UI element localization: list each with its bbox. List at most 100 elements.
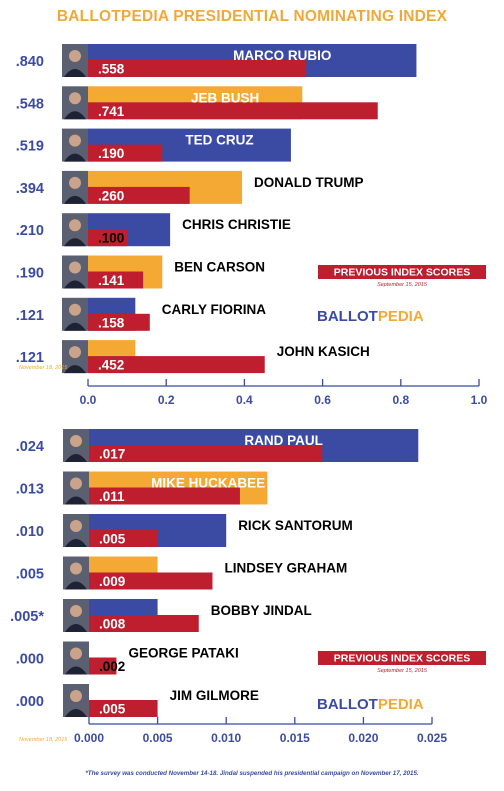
candidate-photo	[63, 684, 89, 717]
previous-index-bar	[88, 144, 163, 162]
date-note: November 18, 2015	[19, 365, 68, 371]
previous-index-bar	[88, 102, 378, 120]
candidate-name: RICK SANTORUM	[238, 518, 353, 533]
previous-index-badge	[318, 265, 486, 279]
previous-index-bar	[88, 186, 190, 204]
candidate-name: CARLY FIORINA	[162, 302, 267, 317]
previous-index-label: .558	[98, 62, 125, 77]
candidate-photo	[62, 170, 88, 204]
previous-index-label: .008	[99, 617, 126, 632]
x-axis-tick-label: 0.2	[158, 393, 175, 407]
candidate-photo	[62, 128, 88, 162]
chart-title: BALLOTPEDIA PRESIDENTIAL NOMINATING INDE…	[56, 8, 448, 25]
candidate-photo	[62, 213, 88, 247]
x-axis-tick-label: 0.010	[211, 731, 241, 745]
candidate-photo	[63, 429, 89, 462]
candidate-name: LINDSEY GRAHAM	[224, 561, 347, 576]
candidate-name: BOBBY JINDAL	[211, 603, 312, 618]
previous-index-bar	[89, 445, 323, 462]
x-axis-tick-label: 0.025	[417, 731, 447, 745]
previous-index-badge-label: PREVIOUS INDEX SCORES	[334, 653, 471, 665]
previous-index-badge-date: September 15, 2015	[377, 668, 428, 674]
candidate-photo	[63, 599, 89, 632]
candidate-name: JIM GILMORE	[170, 688, 259, 703]
previous-index-label: .017	[99, 447, 125, 462]
candidate-name: GEORGE PATAKI	[128, 646, 238, 661]
current-index-label: .394	[16, 181, 44, 197]
current-index-label: .000	[16, 652, 44, 668]
x-axis-tick-label: 0.015	[280, 731, 310, 745]
previous-index-badge-date: September 15, 2015	[377, 282, 428, 288]
candidate-name: BEN CARSON	[174, 260, 265, 275]
x-axis-tick-label: 0.020	[348, 731, 378, 745]
date-note: November 18, 2015	[19, 737, 68, 743]
candidate-photo	[63, 641, 89, 675]
previous-index-label: .005	[99, 532, 126, 547]
current-index-label: .121	[16, 308, 44, 324]
x-axis-tick-label: 0.4	[236, 393, 253, 407]
previous-index-bar	[89, 572, 213, 590]
x-axis-tick-label: 0.6	[314, 393, 331, 407]
current-index-label: .519	[16, 139, 44, 155]
previous-index-bar	[89, 487, 240, 505]
previous-index-label: .741	[98, 104, 125, 119]
previous-index-bar	[89, 615, 199, 632]
x-axis-tick-label: 0.8	[392, 393, 409, 407]
x-axis-tick-label: 0.005	[143, 731, 173, 745]
x-axis-tick-label: 0.0	[80, 393, 97, 407]
current-index-label: .840	[16, 54, 44, 70]
previous-index-label: .452	[98, 358, 124, 373]
current-index-label: .013	[16, 482, 44, 498]
current-index-label: .121	[16, 350, 44, 366]
current-index-label: .005*	[10, 609, 44, 625]
current-index-label: .010	[16, 524, 44, 540]
previous-index-bar	[89, 700, 158, 717]
current-index-label: .005	[16, 567, 44, 583]
previous-index-bar	[88, 356, 265, 374]
previous-index-label: .158	[98, 315, 125, 330]
candidate-photo	[62, 44, 88, 77]
candidate-name: DONALD TRUMP	[254, 175, 364, 190]
candidate-photo	[62, 255, 88, 289]
candidate-photo	[62, 86, 88, 120]
previous-index-badge-label: PREVIOUS INDEX SCORES	[334, 267, 471, 279]
candidate-name: JOHN KASICH	[277, 344, 370, 359]
x-axis-tick-label: 0.000	[74, 731, 104, 745]
previous-index-label: .141	[98, 273, 125, 288]
current-index-label: .548	[16, 96, 44, 112]
previous-index-bar	[89, 657, 117, 675]
previous-index-label: .005	[99, 702, 126, 717]
candidate-photo	[63, 514, 89, 547]
candidate-name: MIKE HUCKABEE	[151, 476, 265, 491]
candidate-name: JEB BUSH	[191, 90, 259, 105]
candidate-name: MARCO RUBIO	[233, 48, 331, 63]
ballotpedia-logo: BALLOTPEDIA	[317, 308, 424, 325]
candidate-name: TED CRUZ	[185, 133, 253, 148]
x-axis-tick-label: 1.0	[471, 393, 488, 407]
previous-index-bar	[89, 530, 158, 547]
previous-index-bar	[88, 271, 144, 289]
current-index-label: .000	[16, 694, 44, 710]
candidate-name: CHRIS CHRISTIE	[182, 217, 291, 232]
current-index-label: .190	[16, 266, 44, 282]
candidate-photo	[63, 471, 89, 505]
previous-index-badge	[318, 651, 486, 665]
survey-footnote: *The survey was conducted November 14-18…	[85, 770, 419, 777]
previous-index-label: .260	[98, 188, 124, 203]
previous-index-label: .100	[98, 231, 124, 246]
previous-index-bar	[88, 60, 307, 77]
current-index-label: .024	[16, 439, 44, 455]
previous-index-label: .002	[99, 659, 125, 674]
previous-index-label: .011	[99, 489, 125, 504]
previous-index-bar	[88, 313, 150, 331]
previous-index-label: .009	[99, 574, 125, 589]
current-index-label: .210	[16, 223, 44, 239]
previous-index-label: .190	[98, 146, 124, 161]
candidate-name: RAND PAUL	[244, 433, 323, 448]
candidate-photo	[62, 340, 88, 374]
previous-index-bar	[88, 229, 128, 247]
ballotpedia-logo: BALLOTPEDIA	[317, 696, 424, 713]
candidate-photo	[63, 556, 89, 590]
candidate-photo	[62, 297, 88, 331]
